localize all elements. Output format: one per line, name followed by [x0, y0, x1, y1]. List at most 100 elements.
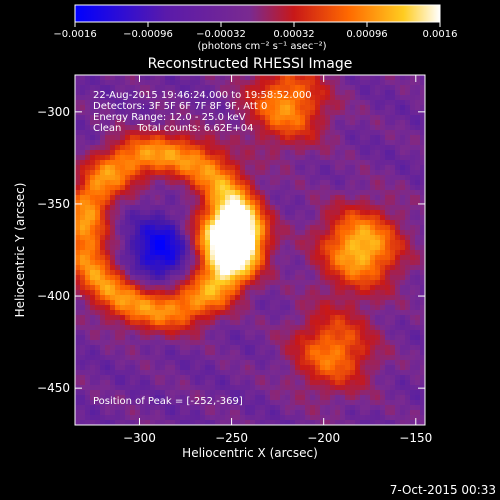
heatmap-cell [195, 165, 201, 171]
heatmap-cell [135, 175, 141, 181]
heatmap-cell [110, 165, 116, 171]
heatmap-cell [85, 375, 91, 381]
heatmap-cell [340, 310, 346, 316]
heatmap-cell [330, 345, 336, 351]
heatmap-cell [310, 280, 316, 286]
heatmap-cell [325, 155, 331, 161]
heatmap-cell [240, 330, 246, 336]
heatmap-cell [335, 375, 341, 381]
heatmap-cell [230, 215, 236, 221]
heatmap-cell [320, 365, 326, 371]
heatmap-cell [365, 120, 371, 126]
heatmap-cell [300, 320, 306, 326]
heatmap-cell [400, 150, 406, 156]
heatmap-cell [135, 305, 141, 311]
heatmap-cell [310, 120, 316, 126]
heatmap-cell [235, 245, 241, 251]
heatmap-cell [360, 75, 366, 81]
heatmap-cell [230, 220, 236, 226]
heatmap-cell [205, 145, 211, 151]
heatmap-cell [265, 85, 271, 91]
heatmap-cell [405, 245, 411, 251]
heatmap-cell [170, 280, 176, 286]
heatmap-cell [200, 265, 206, 271]
heatmap-cell [215, 295, 221, 301]
heatmap-cell [210, 255, 216, 261]
heatmap-cell [225, 245, 231, 251]
heatmap-cell [415, 265, 421, 271]
heatmap-cell [200, 375, 206, 381]
heatmap-cell [90, 370, 96, 376]
heatmap-cell [165, 155, 171, 161]
heatmap-cell [300, 220, 306, 226]
heatmap-cell [95, 320, 101, 326]
heatmap-cell [330, 120, 336, 126]
heatmap-cell [350, 350, 356, 356]
heatmap-cell [350, 385, 356, 391]
heatmap-cell [95, 355, 101, 361]
heatmap-cell [295, 355, 301, 361]
heatmap-cell [155, 180, 161, 186]
heatmap-cell [235, 365, 241, 371]
heatmap-cell [400, 220, 406, 226]
heatmap-cell [335, 250, 341, 256]
heatmap-cell [195, 220, 201, 226]
heatmap-cell [315, 375, 321, 381]
heatmap-cell [190, 345, 196, 351]
heatmap-cell [170, 115, 176, 121]
heatmap-cell [325, 195, 331, 201]
heatmap-cell [305, 155, 311, 161]
heatmap-cell [80, 330, 86, 336]
heatmap-cell [250, 190, 256, 196]
heatmap-cell [105, 305, 111, 311]
heatmap-cell [345, 370, 351, 376]
heatmap-cell [300, 260, 306, 266]
heatmap-cell [170, 255, 176, 261]
heatmap-cell [360, 290, 366, 296]
heatmap-cell [215, 310, 221, 316]
heatmap-cell [325, 365, 331, 371]
heatmap-cell [315, 345, 321, 351]
heatmap-cell [385, 220, 391, 226]
heatmap-cell [340, 260, 346, 266]
heatmap-cell [330, 280, 336, 286]
heatmap-cell [265, 360, 271, 366]
heatmap-cell [120, 295, 126, 301]
heatmap-cell [300, 185, 306, 191]
heatmap-cell [210, 245, 216, 251]
heatmap-cell [260, 255, 266, 261]
heatmap-cell [90, 190, 96, 196]
heatmap-cell [235, 80, 241, 86]
heatmap-cell [265, 245, 271, 251]
heatmap-cell [80, 75, 86, 81]
heatmap-cell [110, 100, 116, 106]
heatmap-cell [365, 355, 371, 361]
heatmap-cell [150, 140, 156, 146]
heatmap-cell [130, 170, 136, 176]
heatmap-cell [365, 105, 371, 111]
heatmap-cell [395, 200, 401, 206]
heatmap-cell [105, 230, 111, 236]
heatmap-cell [235, 250, 241, 256]
heatmap-cell [140, 75, 146, 81]
heatmap-cell [365, 90, 371, 96]
heatmap-cell [245, 265, 251, 271]
heatmap-cell [285, 220, 291, 226]
heatmap-cell [120, 375, 126, 381]
heatmap-cell [130, 385, 136, 391]
heatmap-cell [175, 385, 181, 391]
heatmap-cell [320, 225, 326, 231]
heatmap-cell [205, 310, 211, 316]
heatmap-cell [400, 180, 406, 186]
heatmap-cell [170, 205, 176, 211]
heatmap-cell [420, 180, 426, 186]
heatmap-cell [145, 330, 151, 336]
heatmap-cell [100, 340, 106, 346]
heatmap-cell [330, 75, 336, 81]
heatmap-cell [220, 275, 226, 281]
heatmap-cell [225, 365, 231, 371]
heatmap-cell [150, 110, 156, 116]
heatmap-cell [380, 290, 386, 296]
heatmap-cell [170, 150, 176, 156]
heatmap-cell [300, 315, 306, 321]
